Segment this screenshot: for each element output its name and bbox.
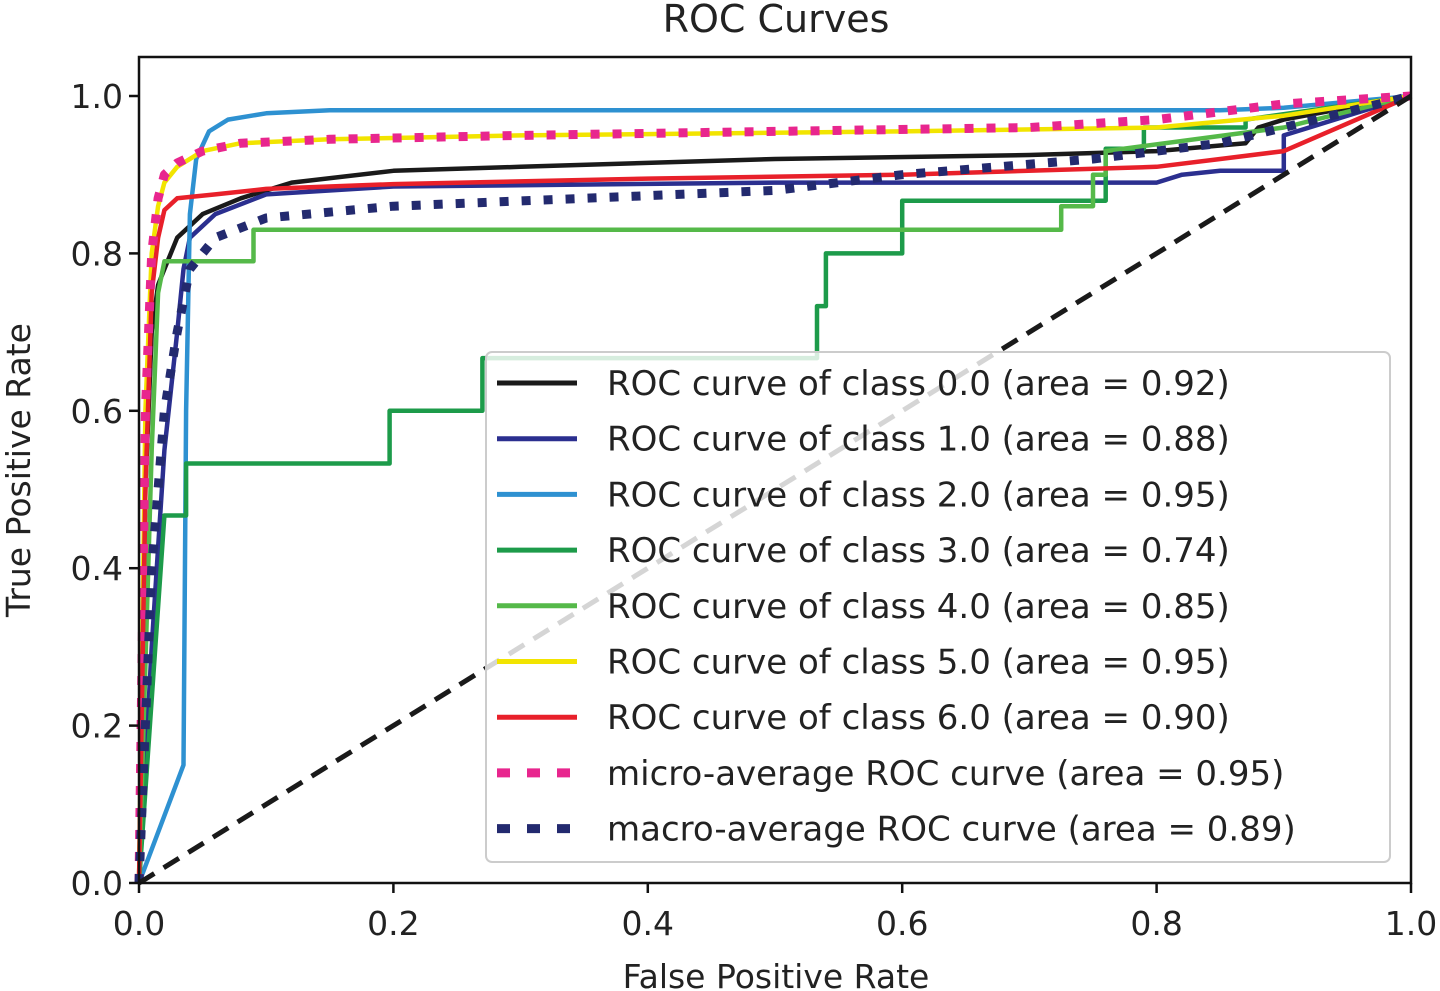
plot-area-frame bbox=[137, 55, 1413, 885]
curves-layer bbox=[134, 91, 1413, 886]
legend-label-4: ROC curve of class 4.0 (area = 0.85) bbox=[607, 587, 1230, 627]
legend-label-1: ROC curve of class 1.0 (area = 0.88) bbox=[607, 420, 1230, 460]
chart-title: ROC Curves bbox=[663, 0, 890, 41]
legend-label-3: ROC curve of class 3.0 (area = 0.74) bbox=[607, 531, 1230, 571]
chance-reference-line bbox=[137, 93, 1413, 886]
y-axis-ticks: 0.0 0.2 0.4 0.6 0.8 1.0 bbox=[71, 77, 139, 903]
x-tick-label: 0.4 bbox=[622, 904, 674, 943]
y-tick-label: 0.4 bbox=[71, 549, 123, 588]
y-axis-label: True Positive Rate bbox=[0, 323, 38, 618]
x-tick-label: 0.8 bbox=[1130, 904, 1182, 943]
legend-label-2: ROC curve of class 2.0 (area = 0.95) bbox=[607, 475, 1230, 515]
x-axis-label: False Positive Rate bbox=[623, 957, 930, 991]
legend-label-7: micro-average ROC curve (area = 0.95) bbox=[607, 754, 1284, 794]
legend-label-6: ROC curve of class 6.0 (area = 0.90) bbox=[607, 698, 1230, 738]
x-tick-label: 0.2 bbox=[367, 904, 419, 943]
y-tick-label: 0.2 bbox=[71, 707, 123, 746]
legend-label-8: macro-average ROC curve (area = 0.89) bbox=[607, 810, 1296, 850]
series-line-2 bbox=[136, 93, 1412, 884]
x-axis-ticks: 0.0 0.2 0.4 0.6 0.8 1.0 bbox=[113, 883, 1437, 943]
series-line-6 bbox=[136, 93, 1412, 884]
series-line-7 bbox=[134, 91, 1412, 884]
legend: ROC curve of class 0.0 (area = 0.92) ROC … bbox=[485, 351, 1391, 863]
y-tick-label: 0.8 bbox=[71, 234, 123, 273]
legend-label-5: ROC curve of class 5.0 (area = 0.95) bbox=[607, 643, 1230, 683]
legend-box bbox=[485, 351, 1391, 863]
series-line-3 bbox=[136, 93, 1412, 884]
y-tick-label: 0.6 bbox=[71, 392, 123, 431]
series-line-4 bbox=[136, 93, 1412, 884]
x-tick-label: 0.0 bbox=[113, 904, 165, 943]
legend-label-0: ROC curve of class 0.0 (area = 0.92) bbox=[607, 364, 1230, 404]
y-tick-label: 1.0 bbox=[71, 77, 123, 116]
y-tick-label: 0.0 bbox=[71, 864, 123, 903]
series-line-8 bbox=[134, 91, 1413, 884]
x-tick-label: 1.0 bbox=[1385, 904, 1437, 943]
x-tick-label: 0.6 bbox=[876, 904, 928, 943]
